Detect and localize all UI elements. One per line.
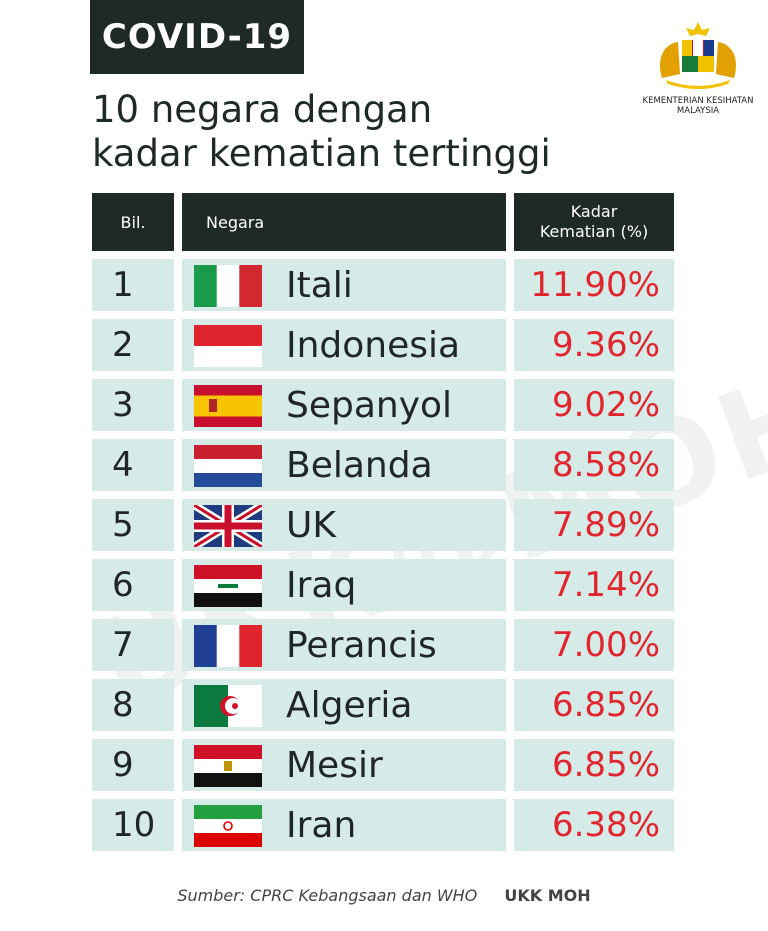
country-cell: Itali — [182, 259, 506, 311]
rank-cell: 6 — [92, 559, 174, 611]
table-row: 10 Iran 6.38% — [0, 799, 768, 851]
country-name: Iran — [286, 804, 357, 846]
country-cell: Belanda — [182, 439, 506, 491]
ministry-label: KEMENTERIAN KESIHATAN MALAYSIA — [642, 96, 754, 116]
death-rate-cell: 7.14% — [514, 559, 674, 611]
iraq-flag-icon — [194, 565, 262, 607]
death-rate-cell: 11.90% — [514, 259, 674, 311]
france-flag-icon — [194, 625, 262, 667]
rank-cell: 5 — [92, 499, 174, 551]
country-cell: Indonesia — [182, 319, 506, 371]
rank-cell: 8 — [92, 679, 174, 731]
country-name: Perancis — [286, 624, 437, 666]
country-cell: UK — [182, 499, 506, 551]
death-rate-cell: 6.38% — [514, 799, 674, 851]
iran-flag-icon — [194, 805, 262, 847]
country-name: Sepanyol — [286, 384, 453, 426]
rank-cell: 2 — [92, 319, 174, 371]
malaysia-coat-of-arms-icon — [659, 22, 737, 89]
table-row: 1 Itali 11.90% — [0, 259, 768, 311]
source-note: Sumber: CPRC Kebangsaan dan WHO — [177, 886, 478, 905]
rank-cell: 9 — [92, 739, 174, 791]
country-name: Itali — [286, 264, 353, 306]
country-cell: Algeria — [182, 679, 506, 731]
death-rate-cell: 8.58% — [514, 439, 674, 491]
spain-flag-icon — [194, 385, 262, 427]
country-name: Indonesia — [286, 324, 461, 366]
death-rate-cell: 9.02% — [514, 379, 674, 431]
headline: 10 negara dengan kadar kematian tertingg… — [92, 88, 632, 176]
italy-flag-icon — [194, 265, 262, 307]
algeria-flag-icon — [194, 685, 262, 727]
rank-cell: 7 — [92, 619, 174, 671]
country-cell: Perancis — [182, 619, 506, 671]
rank-cell: 10 — [92, 799, 174, 851]
rank-cell: 4 — [92, 439, 174, 491]
table-row: 8 Algeria 6.85% — [0, 679, 768, 731]
country-cell: Iraq — [182, 559, 506, 611]
footer: Sumber: CPRC Kebangsaan dan WHO UKK MOH — [0, 886, 768, 905]
table-row: 5 UK 7.89% — [0, 499, 768, 551]
country-name: Mesir — [286, 744, 383, 786]
table-row: 4 Belanda 8.58% — [0, 439, 768, 491]
table-row: 7 Perancis 7.00% — [0, 619, 768, 671]
netherlands-flag-icon — [194, 445, 262, 487]
death-rate-cell: 7.00% — [514, 619, 674, 671]
death-rate-cell: 6.85% — [514, 739, 674, 791]
country-name: UK — [286, 504, 336, 546]
death-rate-cell: 6.85% — [514, 679, 674, 731]
table-row: 3 Sepanyol 9.02% — [0, 379, 768, 431]
death-rate-cell: 9.36% — [514, 319, 674, 371]
rank-cell: 3 — [92, 379, 174, 431]
country-name: Iraq — [286, 564, 357, 606]
country-cell: Sepanyol — [182, 379, 506, 431]
country-name: Belanda — [286, 444, 433, 486]
org-label: UKK MOH — [504, 886, 591, 905]
rank-cell: 1 — [92, 259, 174, 311]
header-kadar: Kadar Kematian (%) — [514, 193, 674, 251]
headline-line-2: kadar kematian tertinggi — [92, 132, 551, 175]
country-cell: Mesir — [182, 739, 506, 791]
uk-flag-icon — [194, 505, 262, 547]
egypt-flag-icon — [194, 745, 262, 787]
table-row: 2 Indonesia 9.36% — [0, 319, 768, 371]
country-cell: Iran — [182, 799, 506, 851]
headline-line-1: 10 negara dengan — [92, 88, 433, 131]
table-row: 6 Iraq 7.14% — [0, 559, 768, 611]
header-negara: Negara — [182, 193, 506, 251]
table-row: 9 Mesir 6.85% — [0, 739, 768, 791]
indonesia-flag-icon — [194, 325, 262, 367]
death-rate-cell: 7.89% — [514, 499, 674, 551]
covid-tag: COVID-19 — [90, 0, 304, 74]
header-bil: Bil. — [92, 193, 174, 251]
country-name: Algeria — [286, 684, 413, 726]
